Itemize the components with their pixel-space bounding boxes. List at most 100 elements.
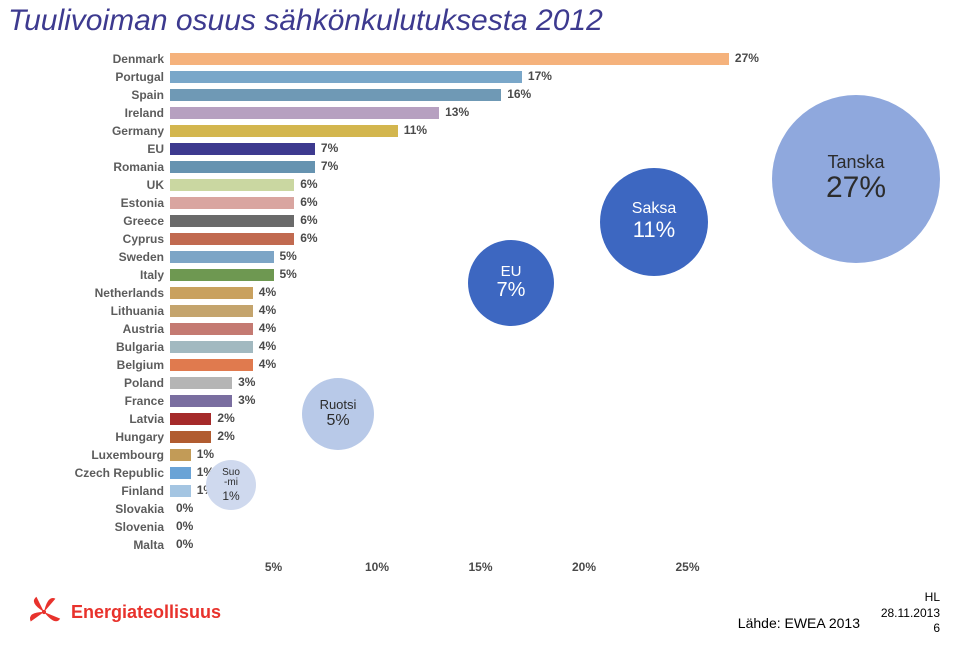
bar	[170, 377, 232, 389]
bar	[170, 71, 522, 83]
bar	[170, 413, 211, 425]
country-label: EU	[50, 142, 170, 156]
bar-value-label: 3%	[238, 393, 255, 407]
table-row: Germany 11%	[50, 122, 770, 140]
bar-value-label: 6%	[300, 195, 317, 209]
bar-value-label: 27%	[735, 51, 759, 65]
bar	[170, 197, 294, 209]
bar-value-label: 4%	[259, 357, 276, 371]
footer-initials: HL	[881, 590, 940, 606]
country-label: Portugal	[50, 70, 170, 84]
bar	[170, 287, 253, 299]
table-row: Bulgaria 4%	[50, 338, 770, 356]
bubble-value: 1%	[222, 489, 239, 503]
table-row: Czech Republic1%	[50, 464, 770, 482]
source-citation: Lähde: EWEA 2013	[738, 615, 860, 631]
bar-value-label: 16%	[507, 87, 531, 101]
bar-value-label: 0%	[176, 537, 193, 551]
bar-value-label: 6%	[300, 231, 317, 245]
bar-value-label: 2%	[217, 429, 234, 443]
bubble-value: 7%	[497, 279, 526, 302]
table-row: Ireland13%	[50, 104, 770, 122]
bar-value-label: 4%	[259, 321, 276, 335]
bubble-name: Suo-mi	[222, 468, 240, 489]
bar-value-label: 4%	[259, 303, 276, 317]
table-row: Netherlands 4%	[50, 284, 770, 302]
bar-value-label: 11%	[404, 123, 427, 137]
bar-value-label: 6%	[300, 177, 317, 191]
bar	[170, 269, 274, 281]
bar-value-label: 6%	[300, 213, 317, 227]
bar	[170, 305, 253, 317]
logo-text: Energiateollisuus	[71, 602, 221, 623]
country-label: Ireland	[50, 106, 170, 120]
table-row: Poland 3%	[50, 374, 770, 392]
wind-share-bar-chart: Denmark27%Portugal17%Spain16%Ireland13%G…	[50, 50, 770, 554]
bar	[170, 233, 294, 245]
bar	[170, 485, 191, 497]
bar	[170, 341, 253, 353]
x-tick-label: 5%	[265, 560, 282, 574]
bar	[170, 161, 315, 173]
country-label: Spain	[50, 88, 170, 102]
country-label: Finland	[50, 484, 170, 498]
bar-value-label: 4%	[259, 285, 276, 299]
country-label: Netherlands	[50, 286, 170, 300]
highlight-bubble: EU7%	[468, 240, 554, 326]
country-label: Slovakia	[50, 502, 170, 516]
bubble-value: 5%	[326, 412, 349, 430]
logo: Energiateollisuus	[25, 593, 221, 631]
bar	[170, 395, 232, 407]
country-label: Romania	[50, 160, 170, 174]
highlight-bubble: Tanska27%	[772, 95, 940, 263]
table-row: Latvia2%	[50, 410, 770, 428]
bar-value-label: 3%	[238, 375, 255, 389]
bar	[170, 467, 191, 479]
country-label: France	[50, 394, 170, 408]
table-row: Austria 4%	[50, 320, 770, 338]
country-label: Cyprus	[50, 232, 170, 246]
highlight-bubble: Ruotsi5%	[302, 378, 374, 450]
bar-value-label: 7%	[321, 141, 338, 155]
country-label: Sweden	[50, 250, 170, 264]
bar	[170, 359, 253, 371]
table-row: Finland 1%	[50, 482, 770, 500]
country-label: Poland	[50, 376, 170, 390]
bar	[170, 251, 274, 263]
bar-value-label: 1%	[197, 447, 214, 461]
footer-meta: HL 28.11.2013 6	[881, 590, 940, 637]
x-tick-label: 20%	[572, 560, 596, 574]
bar	[170, 215, 294, 227]
x-tick-label: 10%	[365, 560, 389, 574]
country-label: Greece	[50, 214, 170, 228]
highlight-bubble: Suo-mi1%	[206, 460, 256, 510]
table-row: Portugal17%	[50, 68, 770, 86]
table-row: Slovakia0%	[50, 500, 770, 518]
x-tick-label: 25%	[675, 560, 699, 574]
bar	[170, 143, 315, 155]
country-label: Slovenia	[50, 520, 170, 534]
bar-value-label: 5%	[280, 267, 297, 281]
bubble-name: Tanska	[827, 153, 884, 172]
country-label: Czech Republic	[50, 466, 170, 480]
x-tick-label: 15%	[468, 560, 492, 574]
table-row: EU 7%	[50, 140, 770, 158]
page-title: Tuulivoiman osuus sähkönkulutuksesta 201…	[8, 4, 603, 38]
table-row: Belgium4%	[50, 356, 770, 374]
country-label: Lithuania	[50, 304, 170, 318]
table-row: Spain 16%	[50, 86, 770, 104]
bar	[170, 89, 501, 101]
country-label: Austria	[50, 322, 170, 336]
country-label: Germany	[50, 124, 170, 138]
footer-date: 28.11.2013	[881, 606, 940, 622]
bar	[170, 125, 398, 137]
bubble-name: Saksa	[632, 201, 676, 218]
bar-value-label: 4%	[259, 339, 276, 353]
bar-value-label: 7%	[321, 159, 338, 173]
country-label: Luxembourg	[50, 448, 170, 462]
country-label: Hungary	[50, 430, 170, 444]
country-label: Bulgaria	[50, 340, 170, 354]
bar	[170, 179, 294, 191]
country-label: Malta	[50, 538, 170, 552]
bar-value-label: 5%	[280, 249, 297, 263]
